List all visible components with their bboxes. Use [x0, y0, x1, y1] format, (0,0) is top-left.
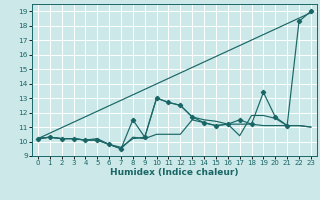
X-axis label: Humidex (Indice chaleur): Humidex (Indice chaleur)	[110, 168, 239, 177]
